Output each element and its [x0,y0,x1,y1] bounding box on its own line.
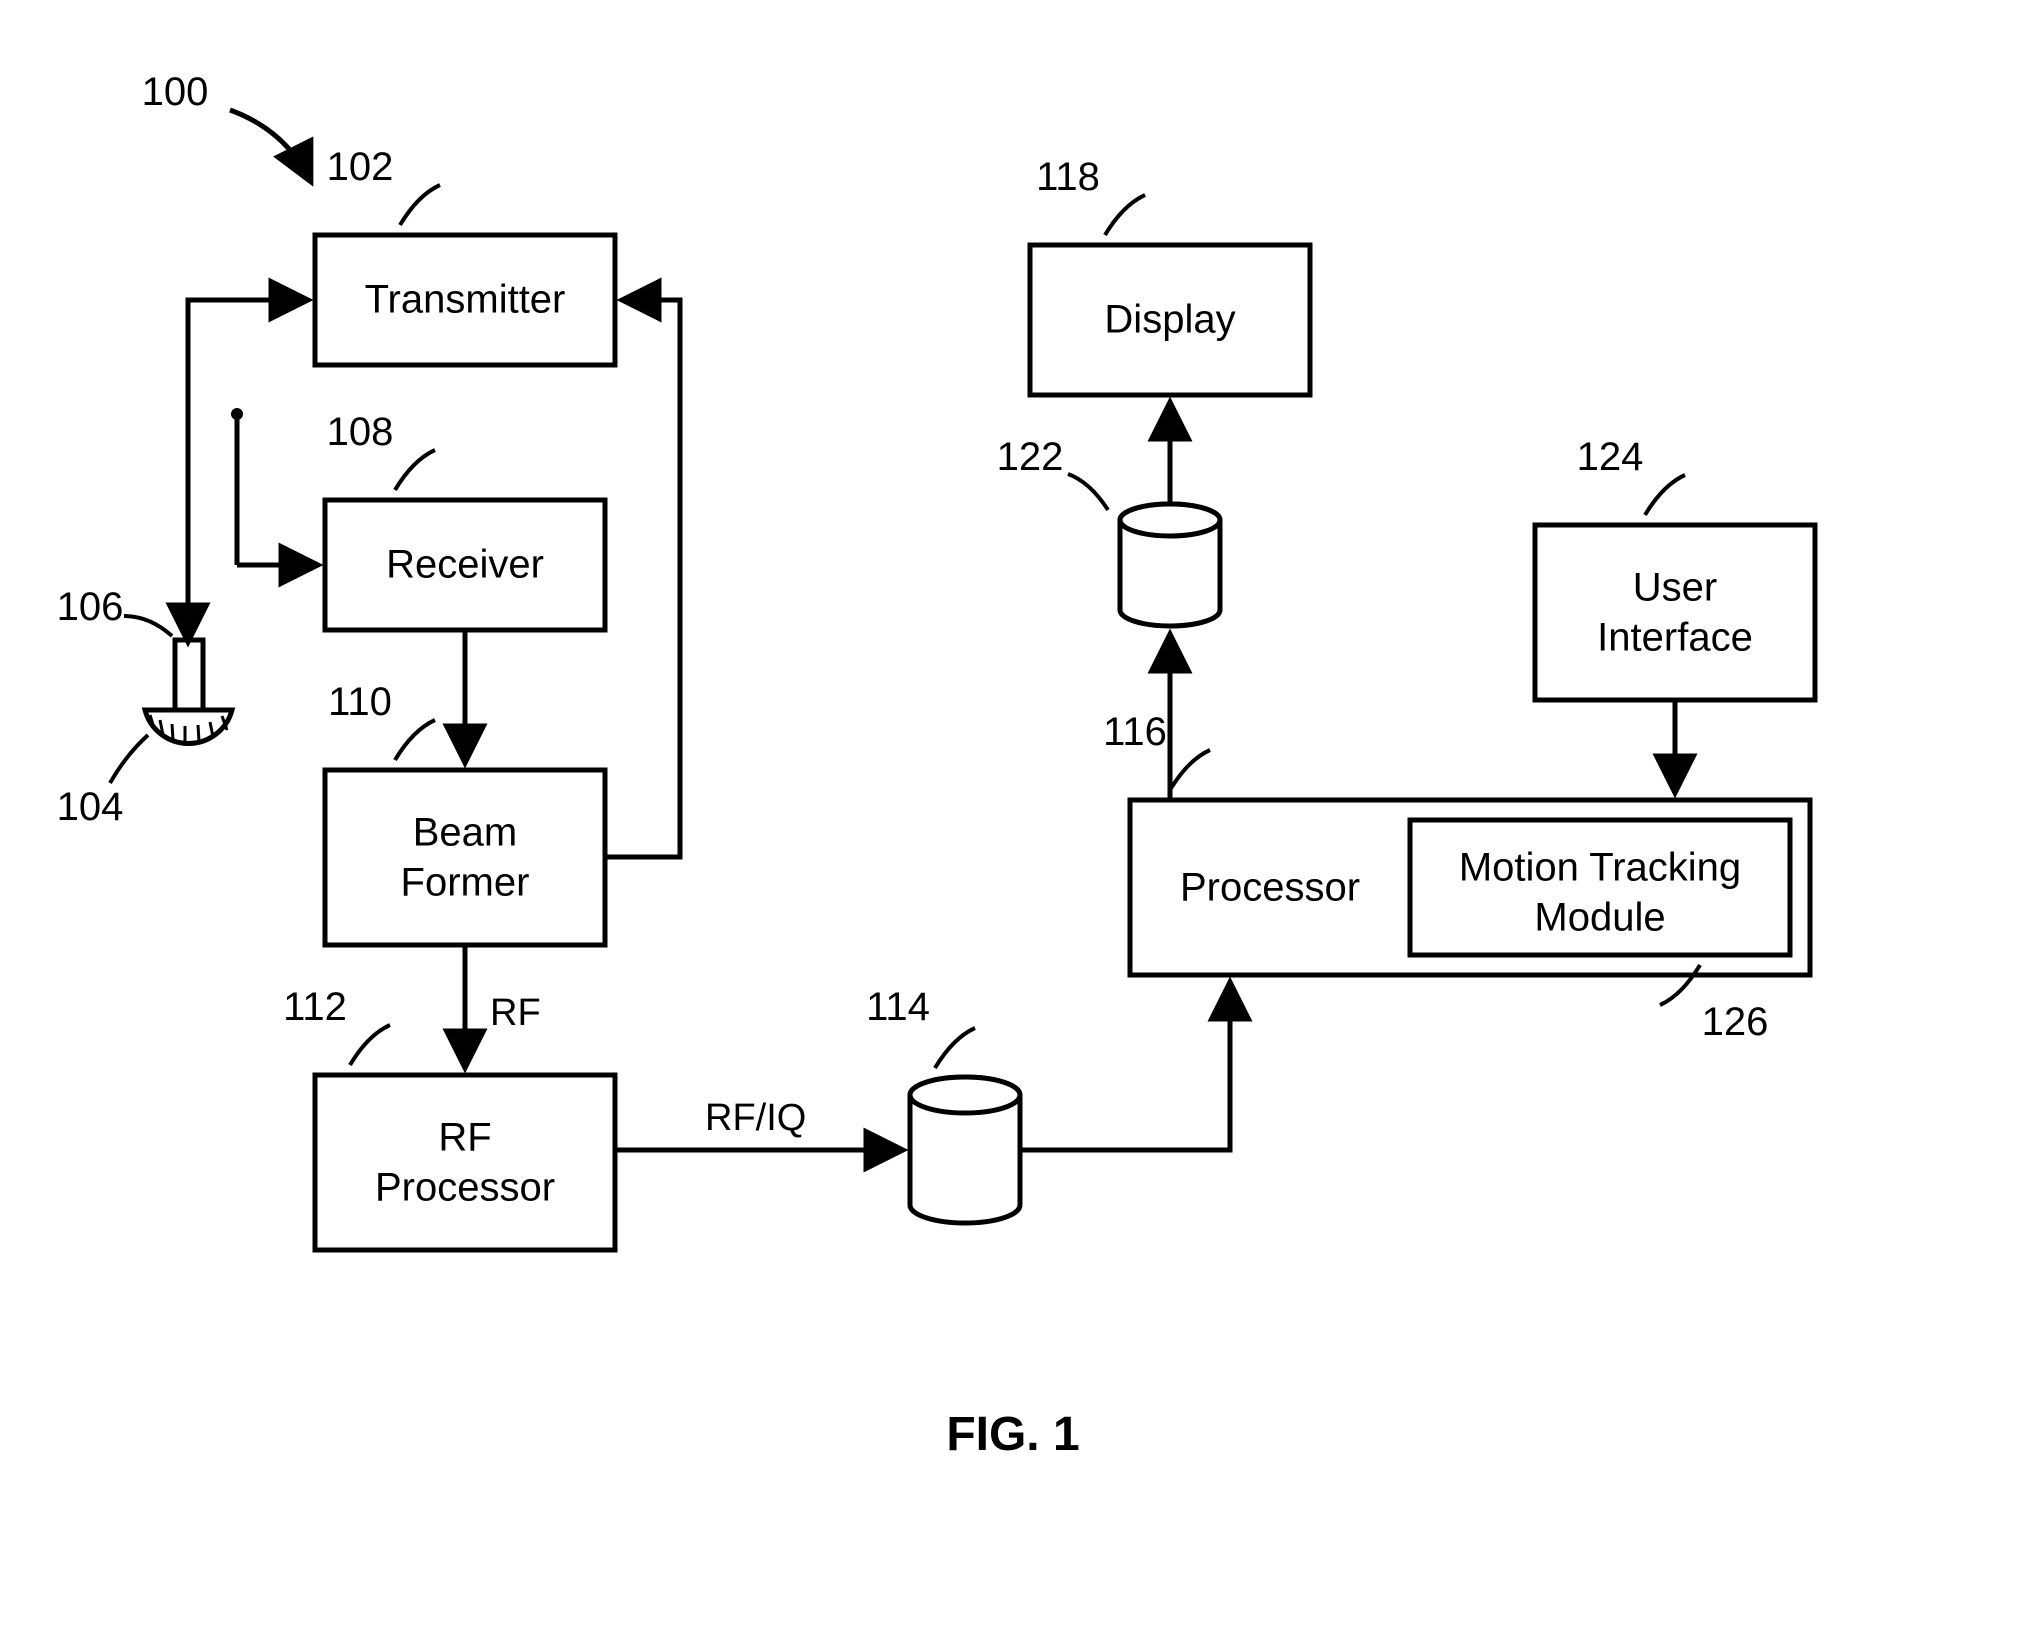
node-rfprocessor: RF Processor 112 [283,985,615,1250]
diagram-canvas: Transmitter 102 Receiver 108 Beam Former… [0,0,2026,1644]
node-userinterface: User Interface 124 [1535,435,1815,700]
display-label: Display [1104,298,1235,342]
ref-112: 112 [283,985,347,1029]
cylinder-122: 122 [997,435,1220,626]
beamformer-label-2: Former [401,861,530,905]
rfprocessor-label-1: RF [438,1116,491,1160]
edge-probe-transmitter [188,300,306,640]
edge-beamformer-transmitter [605,300,680,857]
ref-100: 100 [142,70,310,180]
node-receiver: Receiver 108 [325,410,605,630]
motion-label-2: Module [1534,896,1665,940]
ref-106: 106 [57,585,124,629]
transmitter-label: Transmitter [365,278,566,322]
userif-label-1: User [1633,566,1717,610]
rfprocessor-label-2: Processor [375,1166,555,1210]
ref-122: 122 [997,435,1064,479]
node-display: Display 118 [1030,155,1310,395]
label-rf: RF [490,992,541,1034]
node-transmitter: Transmitter 102 [315,145,615,365]
receiver-label: Receiver [386,543,544,587]
probe-icon: 106 104 [57,585,232,829]
motion-label-1: Motion Tracking [1459,846,1741,890]
cylinder-114: 114 [866,985,1020,1223]
userif-label-2: Interface [1597,616,1753,660]
node-motion-tracking: Motion Tracking Module 126 [1410,820,1790,1044]
beamformer-label-1: Beam [413,811,518,855]
processor-label: Processor [1180,866,1360,910]
edge-rfprocessor-buf114: RF/IQ [615,1097,901,1150]
figure-caption: FIG. 1 [946,1408,1079,1461]
label-rfiq: RF/IQ [705,1097,806,1139]
ref-104: 104 [57,785,124,829]
ref-114: 114 [866,985,930,1029]
ref-126: 126 [1702,1000,1769,1044]
ref-110: 110 [328,680,392,724]
svg-text:100: 100 [142,70,209,114]
ref-116: 116 [1103,710,1167,754]
edge-probe-receiver [231,408,316,565]
edge-beamformer-rfprocessor: RF [465,945,541,1066]
edge-buf114-processor [1020,984,1230,1150]
ref-108: 108 [327,410,394,454]
ref-124: 124 [1577,435,1644,479]
ref-102: 102 [327,145,394,189]
ref-118: 118 [1036,155,1100,199]
